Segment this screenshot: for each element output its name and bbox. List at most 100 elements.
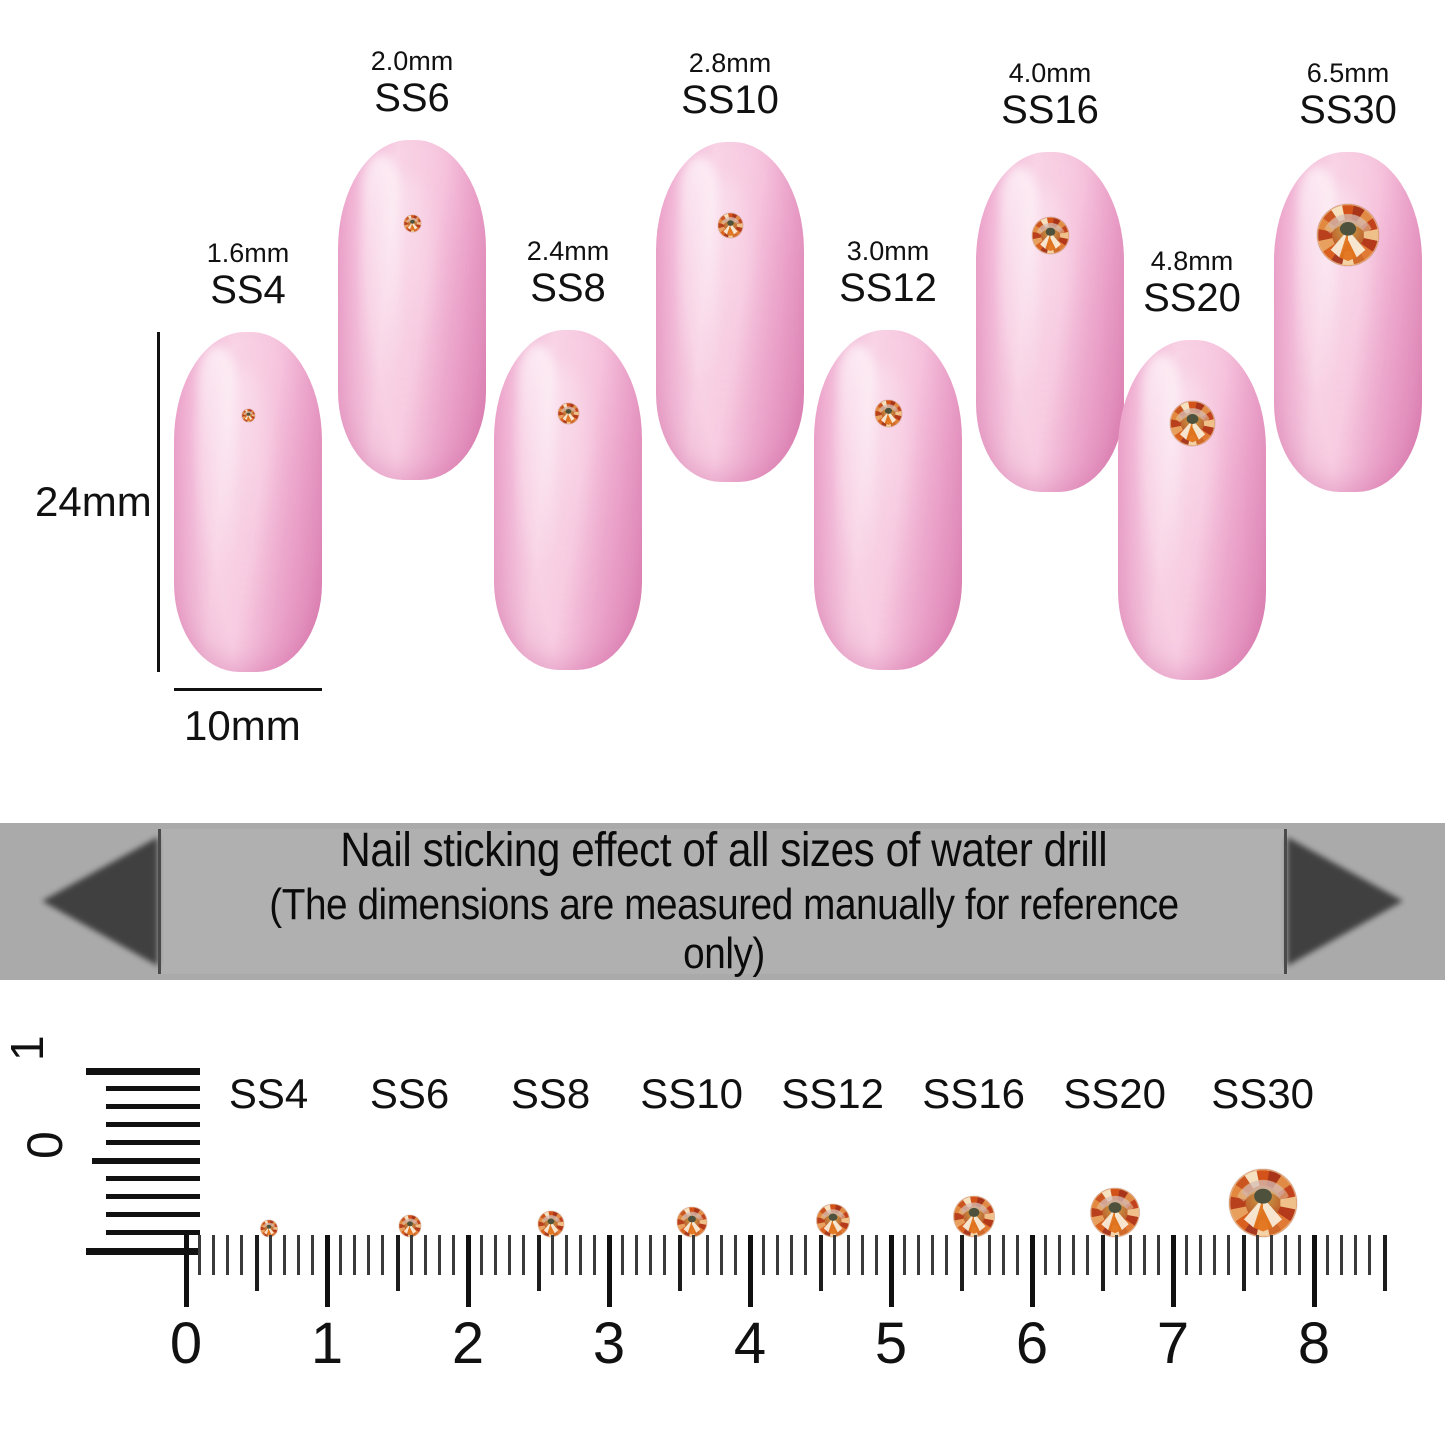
ruler-tick-minor [945,1235,949,1275]
nail-sample-ss12: 3.0mm SS12 [814,238,962,670]
ruler-tick-minor [1142,1235,1146,1275]
ruler-label-ss30: SS30 [1211,1070,1315,1117]
vertical-scale-tick [86,1068,200,1075]
nail-tip [814,330,962,670]
ruler-tick-minor [564,1235,568,1275]
banner-divider-left [158,829,161,974]
ruler-tick-major [325,1235,330,1307]
ruler-number-8: 8 [1297,1311,1331,1376]
nail-mm-label: 2.8mm [688,48,772,78]
ruler-tick-major [889,1235,894,1307]
ruler-tick-minor [860,1235,864,1275]
ruler-tick-minor [790,1235,794,1275]
nail-label-group: 2.0mm SS6 [370,46,454,119]
banner-panel [160,829,1288,974]
ruler-tick-minor [451,1235,455,1275]
nail-ss-label: SS4 [210,268,286,312]
ruler-label-ss4: SS4 [228,1070,309,1117]
ruler-tick-minor [1354,1235,1358,1275]
nail-ss-label: SS16 [1001,88,1099,132]
ruler-number-0: 0 [169,1311,203,1376]
ruler-tick-minor [705,1235,709,1275]
ruler-rhinestone-ss6 [398,1215,421,1237]
banner-headline: Nail sticking effect of all sizes of wat… [340,824,1108,878]
ruler-label-ss16: SS16 [922,1070,1025,1117]
ruler-section: 1 0 SS4 SS6 SS8 SS10 SS12 SS16 SS20 SS30 0 1 2 3 4 5… [0,983,1445,1445]
nail-sample-ss4: 1.6mm SS4 [174,240,322,672]
height-measure-label: 24mm [35,478,152,525]
nail-mm-label: 4.8mm [1150,246,1234,276]
ruler-rhinestone-ss10 [676,1207,707,1237]
rhinestone-ss8 [557,402,579,424]
ruler-number-6: 6 [1015,1311,1049,1376]
ruler-tick-major [1030,1235,1035,1307]
ruler-tick-major [1171,1235,1176,1307]
ruler-rhinestone-ss30 [1228,1169,1297,1237]
nail-ss-label: SS8 [530,266,606,310]
nail-label-group: 4.8mm SS20 [1143,246,1241,319]
ruler-tick-minor [931,1235,935,1275]
ruler-label-ss20: SS20 [1063,1070,1166,1117]
nail-label-group: 4.0mm SS16 [1001,60,1099,132]
ruler-tick-minor [776,1235,780,1275]
ruler-tick-minor [268,1235,272,1275]
ruler-tick-minor [508,1235,512,1275]
banner-subtext: (The dimensions are measured manually fo… [269,880,1179,979]
ruler-tick-minor [1156,1235,1160,1275]
ruler-tick-minor [691,1235,695,1275]
vertical-scale-tick [106,1104,200,1109]
ruler-tick-minor [621,1235,625,1275]
height-measure-line [157,332,160,672]
nail-label-group: 2.4mm SS8 [527,238,610,310]
ruler-tick-minor [550,1235,554,1275]
ruler-tick-minor [874,1235,878,1275]
ruler-tick-minor [480,1235,484,1275]
ruler-tick-minor [1199,1235,1203,1275]
nail-tip [1274,152,1422,492]
nail-sample-ss8: 2.4mm SS8 [494,238,642,670]
ruler-tick-minor [409,1235,413,1275]
ruler-label-ss8: SS8 [510,1070,591,1117]
ruler-tick-mid [677,1235,682,1291]
ruler-tick-minor [804,1235,808,1275]
ruler-label-ss10: SS10 [640,1070,743,1117]
ruler-tick-mid [395,1235,400,1291]
vertical-scale-tick [86,1248,200,1255]
ruler-tick-minor [1213,1235,1217,1275]
nail-ss-label: SS12 [839,266,937,310]
width-measure-label: 10mm [184,702,301,749]
ruler-tick-minor [1044,1235,1048,1275]
vertical-scale-top-label: 1 [1,1035,53,1061]
rhinestone-ss4 [241,408,255,422]
ruler-tick-minor [1086,1235,1090,1275]
ruler-rhinestone-ss8 [537,1211,564,1237]
banner-text-block: Nail sticking effect of all sizes of wat… [160,824,1288,978]
horizontal-ruler: 0 1 2 3 4 5 6 7 8 [170,1235,1394,1373]
ruler-tick-minor [282,1235,286,1275]
rhinestone-ss16 [1031,216,1069,254]
vertical-scale-tick [106,1194,200,1199]
nail-tip [494,330,642,670]
ruler-tick-minor [846,1235,850,1275]
ruler-tick-minor [1128,1235,1132,1275]
nail-sample-ss20: 4.8mm SS20 [1118,248,1266,680]
ruler-tick-minor [1227,1235,1231,1275]
nail-tip [1118,340,1266,680]
ruler-number-7: 7 [1156,1311,1190,1376]
vertical-scale-tick [106,1086,200,1091]
ruler-rhinestone-ss12 [816,1204,850,1237]
ruler-tick-minor [437,1235,441,1275]
ruler-tick-minor [578,1235,582,1275]
ruler-tick-mid [1241,1235,1246,1291]
ruler-tick-minor [987,1235,991,1275]
ruler-tick-minor [1058,1235,1062,1275]
ruler-tick-minor [1269,1235,1273,1275]
ruler-rhinestone-ss16 [953,1196,995,1237]
ruler-tick-minor [494,1235,498,1275]
nail-mm-label: 2.0mm [370,46,454,76]
ruler-tick-minor [1283,1235,1287,1275]
ruler-number-1: 1 [310,1311,344,1376]
ruler-tick-major [184,1235,189,1307]
ruler-tick-minor [1001,1235,1005,1275]
nail-sample-ss10: 2.8mm SS10 [656,50,804,482]
